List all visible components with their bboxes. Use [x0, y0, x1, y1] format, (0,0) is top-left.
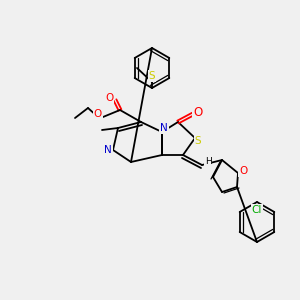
Text: O: O — [239, 166, 247, 176]
Text: N: N — [104, 145, 112, 155]
Text: Cl: Cl — [252, 205, 262, 215]
Text: N: N — [160, 123, 168, 133]
Text: O: O — [105, 93, 113, 103]
Text: S: S — [149, 71, 155, 81]
Text: H: H — [205, 157, 212, 166]
Text: S: S — [195, 136, 201, 146]
Text: O: O — [194, 106, 202, 119]
Text: O: O — [94, 109, 102, 119]
